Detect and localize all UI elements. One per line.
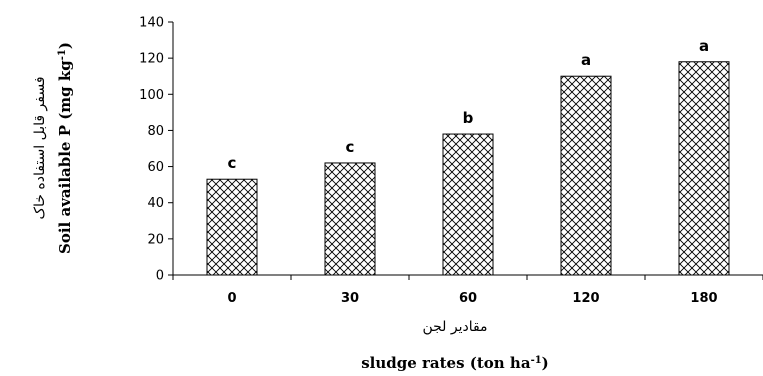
- bar-120: [560, 75, 612, 276]
- significance-letter-120: a: [581, 51, 591, 69]
- x-tick-label: 180: [690, 291, 717, 306]
- bars: [206, 61, 730, 276]
- significance-letter-60: b: [463, 109, 474, 127]
- y-tick-label: 120: [139, 52, 164, 67]
- y-tick-label: 80: [147, 124, 164, 139]
- significance-letter-0: c: [228, 154, 237, 172]
- bar-30: [324, 162, 376, 276]
- y-tick-label: 20: [147, 232, 164, 247]
- x-axis-ticks: 0 30 60 120 180: [172, 275, 763, 306]
- significance-letter-180: a: [699, 37, 709, 55]
- y-tick-label: 140: [139, 16, 164, 31]
- significance-letter-30: c: [346, 138, 355, 156]
- x-tick-label: 60: [459, 291, 477, 306]
- x-tick-label: 120: [572, 291, 599, 306]
- bar-0: [206, 178, 258, 276]
- x-tick-label: 30: [341, 291, 359, 306]
- bar-180: [678, 61, 730, 276]
- y-tick-label: 100: [139, 88, 164, 103]
- y-axis-ticks: 0 20 40 60 80 100 120 140: [139, 16, 173, 284]
- bar-60: [442, 133, 494, 276]
- x-axis-title-english: sludge rates (ton ha-1): [361, 354, 549, 372]
- y-axis-title-english: Soil available P (mg kg-1): [56, 42, 74, 254]
- x-tick-label: 0: [227, 291, 236, 306]
- y-axis-title-persian: فسفر قابل استفاده خاک: [32, 76, 48, 219]
- y-tick-label: 0: [156, 269, 164, 284]
- significance-letters: c c b a a: [228, 37, 710, 172]
- x-axis-title-persian: مقادیر لجن: [422, 319, 487, 335]
- y-tick-label: 40: [147, 196, 164, 211]
- y-tick-label: 60: [147, 160, 164, 175]
